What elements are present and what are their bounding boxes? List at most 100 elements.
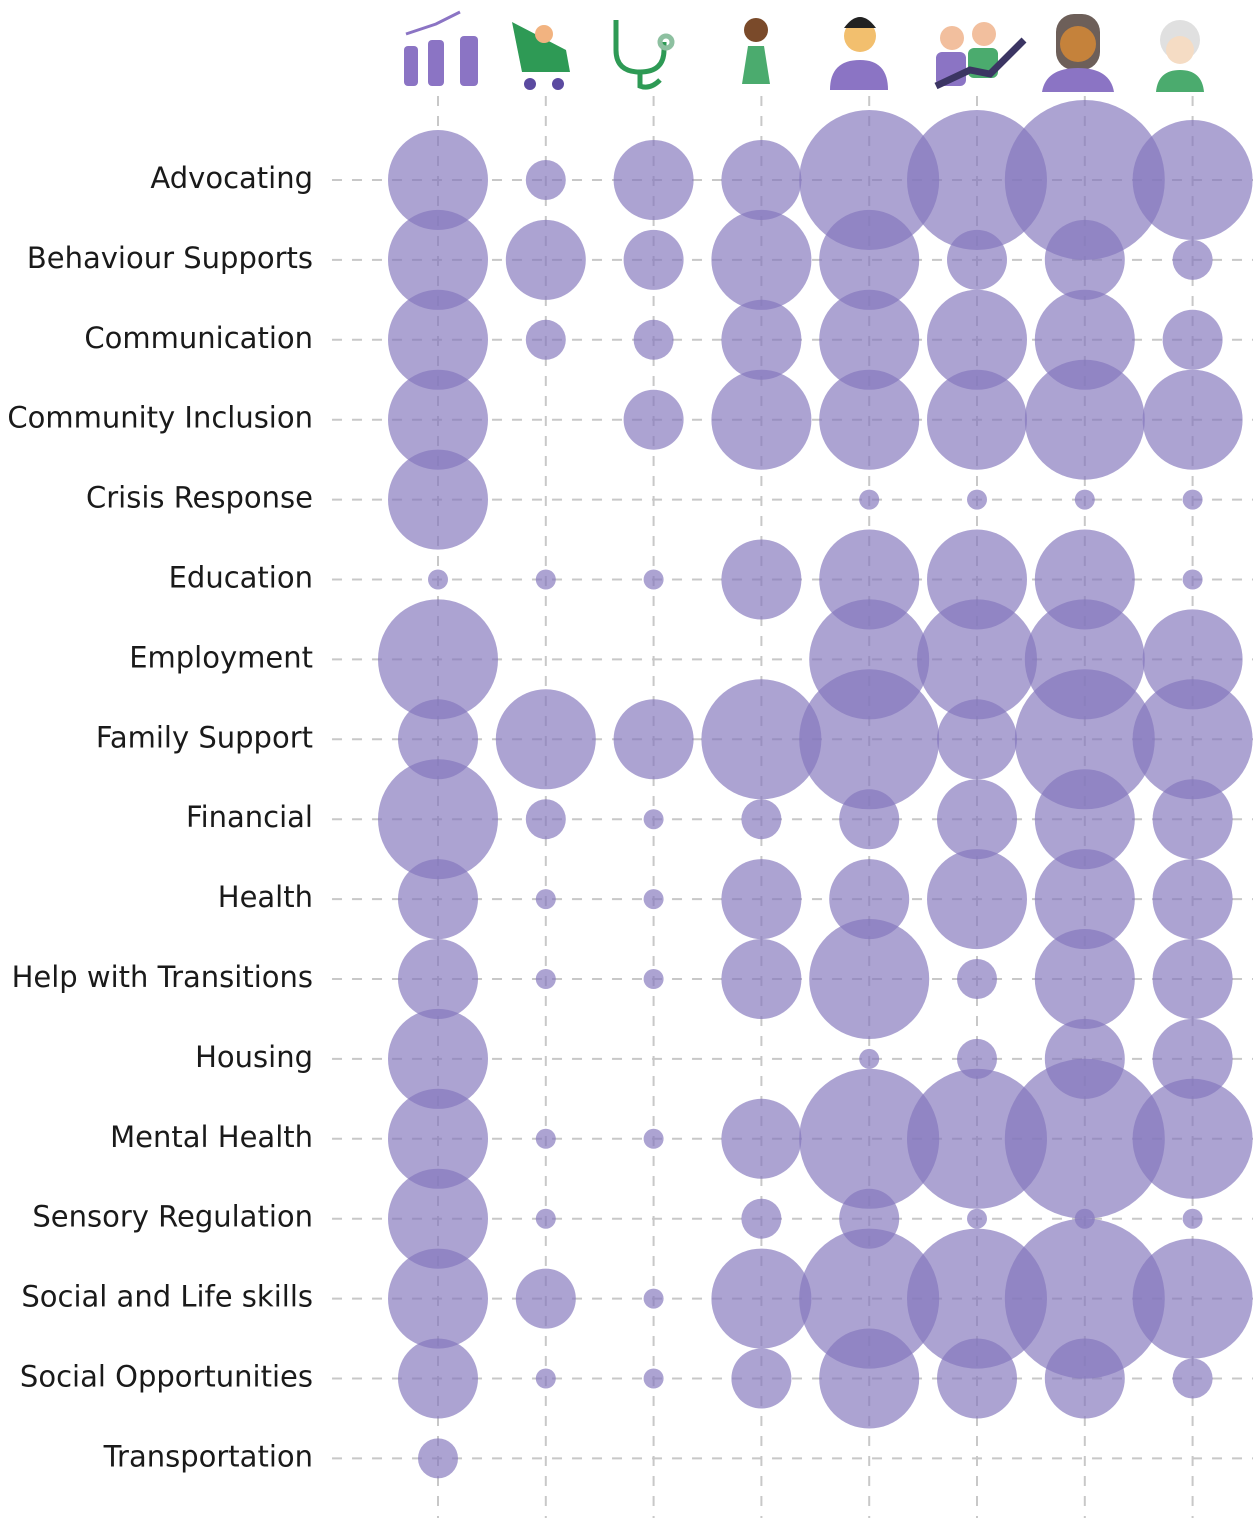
row-label: Mental Health	[110, 1120, 313, 1154]
bubble	[937, 699, 1017, 780]
bubble	[1152, 1018, 1233, 1099]
bubble	[907, 110, 1047, 250]
bubble	[1132, 1238, 1253, 1359]
row-label: Sensory Regulation	[32, 1200, 313, 1234]
row-label: Transportation	[103, 1439, 313, 1473]
bubble	[937, 1338, 1017, 1419]
bubble	[741, 1198, 782, 1239]
bubble	[957, 959, 997, 999]
bubble	[859, 489, 880, 510]
bubble	[1024, 359, 1145, 480]
bubble	[398, 699, 478, 780]
bubble	[819, 209, 920, 310]
bubble	[927, 849, 1027, 950]
bubble	[809, 919, 930, 1039]
row-label: Financial	[186, 800, 313, 834]
row-label: Family Support	[96, 720, 313, 754]
bubble	[388, 369, 488, 470]
bubble	[1034, 769, 1135, 870]
icon-child	[742, 18, 770, 84]
bubble	[907, 1068, 1047, 1209]
bubble	[1004, 100, 1165, 260]
bubble	[829, 859, 910, 940]
icon-growth	[404, 10, 478, 86]
bubble	[525, 160, 566, 200]
bubble	[1142, 369, 1243, 470]
bubble	[1004, 1058, 1165, 1219]
bubble	[535, 889, 556, 910]
bubble	[613, 699, 694, 780]
bubble	[1152, 939, 1233, 1019]
bubble	[643, 569, 664, 590]
bubble	[1162, 309, 1223, 370]
bubble	[398, 859, 478, 940]
bubble	[1142, 609, 1243, 710]
bubble	[398, 1338, 478, 1419]
bubble	[839, 789, 900, 850]
bubble	[937, 779, 1017, 860]
icon-elder	[1156, 20, 1204, 92]
bubble	[967, 1208, 987, 1229]
bubble	[418, 1438, 458, 1479]
bubble	[819, 1328, 920, 1429]
bubble	[967, 489, 987, 510]
row-label: Housing	[195, 1040, 313, 1074]
row-label: Social Opportunities	[20, 1360, 313, 1394]
bubble	[799, 669, 940, 810]
bubble	[1044, 219, 1125, 300]
bubble	[623, 389, 684, 450]
row-label: Behaviour Supports	[27, 241, 313, 275]
bubble	[495, 689, 596, 790]
bubble	[535, 969, 556, 989]
bubble	[1132, 679, 1253, 800]
bubble	[701, 679, 822, 800]
bubble	[388, 1248, 488, 1349]
row-label: Communication	[84, 321, 313, 355]
bubble	[525, 319, 566, 360]
bubble	[799, 110, 940, 250]
bubble	[1172, 239, 1213, 280]
bubble	[1152, 779, 1233, 860]
bubble	[1172, 1358, 1213, 1399]
bubble	[917, 599, 1037, 720]
bubbles	[378, 100, 1253, 1479]
icon-stethoscope	[613, 20, 675, 90]
row-label: Health	[218, 880, 313, 914]
bubble	[721, 939, 802, 1019]
bubble	[525, 799, 566, 840]
bubble	[643, 889, 664, 910]
bubble	[378, 759, 498, 880]
bubble	[515, 1268, 576, 1329]
bubble	[388, 209, 488, 310]
bubble	[927, 369, 1027, 470]
bubble	[721, 299, 802, 380]
bubble	[1004, 1218, 1165, 1379]
bubble	[1074, 489, 1095, 510]
bubble	[643, 969, 664, 989]
bubble	[643, 1368, 664, 1389]
bubble	[819, 369, 920, 470]
row-label: Help with Transitions	[12, 960, 313, 994]
row-label: Social and Life skills	[21, 1280, 313, 1314]
bubble	[388, 289, 488, 390]
row-label: Crisis Response	[86, 481, 313, 515]
bubble	[388, 1168, 488, 1269]
bubble	[623, 229, 684, 290]
bubble	[388, 130, 488, 230]
bubble	[1182, 489, 1203, 510]
bubble	[378, 599, 498, 720]
bubble	[799, 1228, 940, 1369]
bubble	[428, 569, 448, 590]
bubble	[711, 1248, 812, 1349]
bubble	[643, 1128, 664, 1149]
bubble	[711, 369, 812, 470]
icon-youth	[830, 17, 888, 90]
bubble	[721, 539, 802, 620]
bubble	[643, 1288, 664, 1309]
bubble	[947, 229, 1007, 290]
row-label: Community Inclusion	[7, 401, 313, 435]
bubble	[633, 319, 674, 360]
bubble	[927, 289, 1027, 390]
